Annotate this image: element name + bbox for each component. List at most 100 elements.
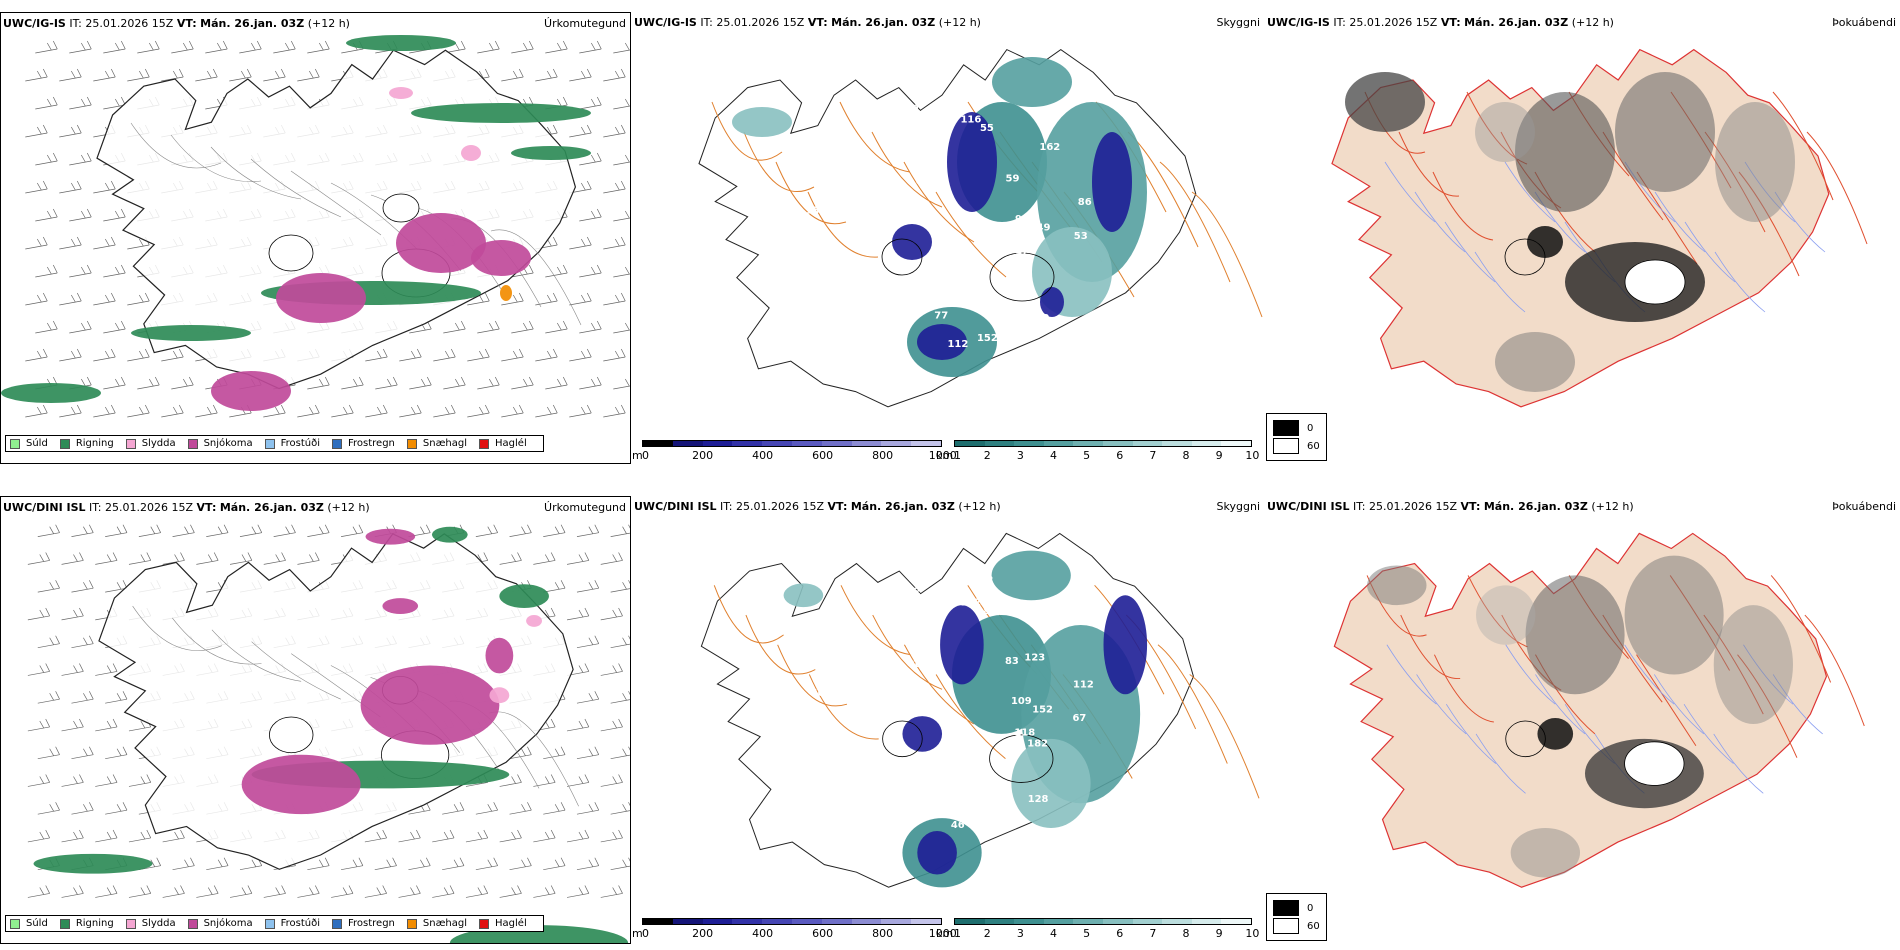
legend-label: Súld [26, 438, 48, 449]
wind-barb [264, 886, 286, 898]
wind-barb [601, 886, 623, 898]
wind-barb [196, 553, 218, 565]
wind-barb [510, 802, 532, 814]
legend-label: Frostúði [281, 918, 320, 929]
visibility-value-label: 56 [811, 688, 825, 699]
legend-swatch [1273, 438, 1299, 454]
precip-area [432, 527, 468, 543]
visibility-value-label: 123 [1024, 652, 1045, 663]
wind-barb [93, 69, 115, 81]
wind-barb [69, 153, 91, 165]
wind-barb [603, 293, 625, 305]
wind-barb [567, 886, 589, 898]
wind-barb [567, 830, 589, 842]
fog-legend-top: 0 60 [1266, 413, 1327, 461]
wind-barb [273, 41, 295, 53]
glacier-outline [383, 194, 419, 222]
scale-tick: 8 [1182, 927, 1189, 940]
visibility-panel-bottom: UWC/DINI ISL IT: 25.01.2026 15Z VT: Mán.… [632, 496, 1264, 944]
legend-label: Slydda [142, 438, 176, 449]
visibility-value-label: 82 [946, 574, 960, 585]
legend-swatch [1273, 900, 1299, 916]
scale-tick: 0 [642, 449, 649, 462]
legend-label: Snæhagl [423, 438, 467, 449]
visibility-area [1011, 739, 1090, 828]
panel-title: UWC/IG-IS IT: 25.01.2026 15Z VT: Mán. 26… [3, 17, 350, 30]
visibility-value-label: 116 [960, 114, 981, 125]
wind-barb [601, 775, 623, 787]
ramp-step [1192, 919, 1222, 924]
precip-legend-item: Rigning [60, 918, 114, 929]
fog-area [1367, 566, 1426, 606]
wind-barb [38, 525, 60, 537]
ramp-step [792, 441, 822, 446]
wind-barb [103, 321, 125, 333]
visibility-area [892, 224, 932, 260]
wind-barb [93, 237, 115, 249]
wind-barb [477, 321, 499, 333]
ramp-step [985, 441, 1015, 446]
wind-barb [510, 525, 532, 537]
wind-barb [543, 802, 565, 814]
ramp-step [643, 919, 673, 924]
ramp-step [1073, 441, 1103, 446]
legend-label: 60 [1307, 441, 1320, 452]
fog-legend-bottom: 0 60 [1266, 893, 1327, 941]
scale-tick: 4 [1050, 927, 1057, 940]
visibility-area [917, 831, 957, 875]
wind-barb [365, 349, 387, 361]
legend-swatch [188, 439, 198, 449]
scale-tick: 8 [1182, 449, 1189, 462]
wind-barb [28, 775, 50, 787]
ramp-step [1073, 919, 1103, 924]
visibility-value-label: 108 [913, 659, 934, 670]
ramp-step [822, 441, 852, 446]
panel-parameter-name: Skyggni [1217, 16, 1260, 29]
wind-barb [341, 858, 363, 870]
wind-barb [603, 237, 625, 249]
wind-barb [105, 747, 127, 759]
legend-swatch [126, 439, 136, 449]
wind-barb [274, 525, 296, 537]
legend-swatch [265, 919, 275, 929]
wind-barb [28, 608, 50, 620]
visibility-value-label: 71 [906, 104, 920, 115]
visibility-value-label: 55 [980, 123, 994, 134]
visibility-value-label: 109 [1029, 313, 1050, 324]
wind-barb [613, 209, 631, 221]
panel-title: UWC/DINI ISL IT: 25.01.2026 15Z VT: Mán.… [634, 500, 1001, 513]
wind-barb [297, 553, 319, 565]
fog-legend-item: 60 [1273, 438, 1320, 454]
visibility-value-label: 105 [977, 814, 998, 825]
wind-barb [38, 802, 60, 814]
wind-barb [25, 125, 47, 137]
scale-tick: 3 [1017, 927, 1024, 940]
visibility-value-label: 136 [868, 754, 889, 765]
wind-barb [25, 405, 47, 417]
wind-barb [579, 97, 601, 109]
legend-label: 60 [1307, 921, 1320, 932]
ramp-step [1192, 441, 1222, 446]
ramp-step [852, 441, 882, 446]
wind-barb [103, 41, 125, 53]
wind-barb [127, 405, 149, 417]
precip-area [526, 615, 542, 627]
wind-barb [59, 69, 81, 81]
legend-label: Snjókoma [204, 918, 253, 929]
visibility-value-label: 52 [980, 575, 994, 586]
wind-barb [137, 41, 159, 53]
visibility-value-label: 49 [1037, 223, 1051, 234]
wind-barb [569, 349, 591, 361]
precip-type-panel-top: UWC/IG-IS IT: 25.01.2026 15Z VT: Mán. 26… [0, 12, 631, 464]
wind-barb [433, 349, 455, 361]
visibility-value-label: 128 [1028, 794, 1049, 805]
fog-area [1537, 718, 1573, 750]
fog-area [1527, 226, 1563, 258]
wind-barb [25, 237, 47, 249]
wind-barb [331, 405, 353, 417]
wind-barb [62, 775, 84, 787]
ramp-step [881, 441, 911, 446]
wind-barb [365, 830, 387, 842]
visibility-colorbar: m 0 200 400 600 800 1000 km 1 2 3 4 5 6 7 8 9 10 [632, 914, 1264, 944]
wind-barb [161, 405, 183, 417]
